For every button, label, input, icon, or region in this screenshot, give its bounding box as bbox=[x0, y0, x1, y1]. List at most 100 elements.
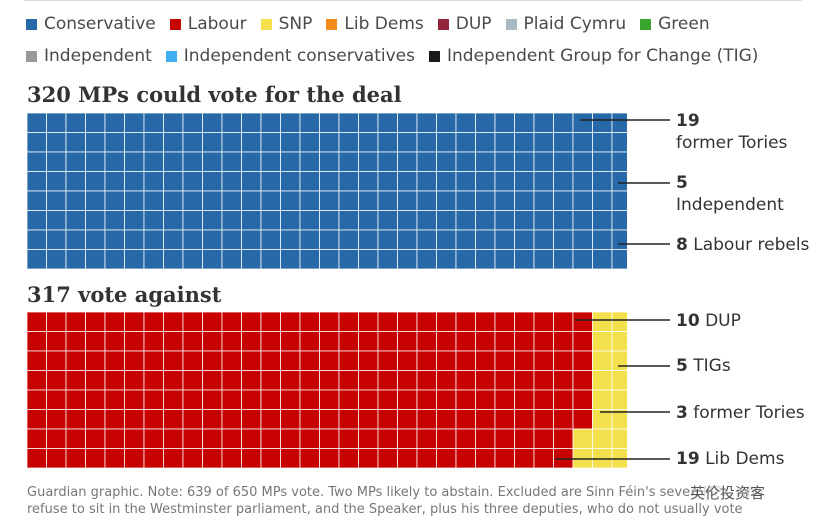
waffle-cell bbox=[241, 370, 262, 391]
waffle-cell bbox=[436, 370, 457, 391]
waffle-cell bbox=[299, 190, 320, 211]
waffle-cell bbox=[377, 331, 398, 352]
waffle-cell bbox=[572, 171, 593, 192]
waffle-cell bbox=[358, 249, 379, 269]
waffle-cell bbox=[397, 229, 418, 250]
waffle-cell bbox=[202, 132, 223, 153]
legend: Conservative Labour SNP Lib Dems DUP Pla… bbox=[26, 8, 806, 72]
waffle-cell bbox=[280, 389, 301, 410]
waffle-cell bbox=[338, 389, 359, 410]
waffle-cell bbox=[319, 331, 340, 352]
waffle-cell bbox=[592, 249, 613, 269]
waffle-cell bbox=[592, 448, 613, 468]
waffle-cell bbox=[377, 350, 398, 371]
waffle-cell bbox=[553, 113, 574, 133]
waffle-cell bbox=[455, 113, 476, 133]
waffle-cell bbox=[397, 409, 418, 430]
waffle-cell bbox=[319, 229, 340, 250]
waffle-cell bbox=[241, 448, 262, 468]
waffle-cell bbox=[27, 132, 47, 153]
waffle-cell bbox=[163, 331, 184, 352]
waffle-cell bbox=[436, 428, 457, 449]
waffle-cell bbox=[65, 331, 86, 352]
waffle-cell bbox=[475, 229, 496, 250]
waffle-cell bbox=[260, 448, 281, 468]
waffle-cell bbox=[397, 350, 418, 371]
waffle-cell bbox=[299, 389, 320, 410]
waffle-cell bbox=[202, 249, 223, 269]
waffle-cell bbox=[494, 249, 515, 269]
waffle-cell bbox=[104, 331, 125, 352]
waffle-cell bbox=[124, 249, 145, 269]
waffle-cell bbox=[260, 428, 281, 449]
waffle-cell bbox=[182, 409, 203, 430]
waffle-cell bbox=[85, 210, 106, 231]
waffle-cell bbox=[202, 428, 223, 449]
waffle-cell bbox=[319, 249, 340, 269]
legend-item-snp: SNP bbox=[260, 14, 312, 34]
waffle-cell bbox=[397, 132, 418, 153]
waffle-cell bbox=[182, 350, 203, 371]
waffle-cell bbox=[514, 249, 535, 269]
waffle-cell bbox=[611, 428, 627, 449]
legend-item-libdem: Lib Dems bbox=[326, 14, 424, 34]
annotation-against-tigs: 5 TIGs bbox=[676, 355, 731, 377]
waffle-cell bbox=[260, 370, 281, 391]
waffle-cell bbox=[202, 350, 223, 371]
waffle-cell bbox=[104, 190, 125, 211]
waffle-cell bbox=[494, 113, 515, 133]
waffle-cell bbox=[65, 171, 86, 192]
waffle-cell bbox=[553, 312, 574, 332]
waffle-cell bbox=[475, 448, 496, 468]
waffle-cell bbox=[592, 190, 613, 211]
waffle-cell bbox=[533, 350, 554, 371]
waffle-cell bbox=[416, 331, 437, 352]
waffle-cell bbox=[27, 190, 47, 211]
waffle-cell bbox=[260, 151, 281, 172]
waffle-cell bbox=[533, 389, 554, 410]
waffle-cell bbox=[163, 249, 184, 269]
waffle-cell bbox=[533, 370, 554, 391]
waffle-cell bbox=[416, 113, 437, 133]
waffle-cell bbox=[221, 448, 242, 468]
waffle-cell bbox=[377, 448, 398, 468]
waffle-cell bbox=[260, 190, 281, 211]
waffle-cell bbox=[494, 190, 515, 211]
waffle-cell bbox=[65, 448, 86, 468]
legend-label: Lib Dems bbox=[344, 14, 424, 34]
waffle-cell bbox=[27, 249, 47, 269]
waffle-cell bbox=[319, 350, 340, 371]
waffle-cell bbox=[241, 350, 262, 371]
annotation-number: 5 bbox=[676, 173, 688, 193]
waffle-cell bbox=[299, 370, 320, 391]
waffle-cell bbox=[358, 113, 379, 133]
legend-item-independent: Independent bbox=[26, 46, 152, 66]
waffle-cell bbox=[377, 132, 398, 153]
waffle-cell bbox=[572, 151, 593, 172]
waffle-cell bbox=[572, 389, 593, 410]
waffle-cell bbox=[85, 171, 106, 192]
waffle-cell bbox=[182, 171, 203, 192]
waffle-cell bbox=[358, 132, 379, 153]
waffle-cell bbox=[611, 249, 627, 269]
waffle-cell bbox=[475, 151, 496, 172]
waffle-cell bbox=[241, 113, 262, 133]
waffle-cell bbox=[85, 350, 106, 371]
waffle-cell bbox=[611, 350, 627, 371]
waffle-cell bbox=[416, 370, 437, 391]
waffle-cell bbox=[436, 132, 457, 153]
waffle-cell bbox=[553, 151, 574, 172]
waffle-cell bbox=[514, 331, 535, 352]
waffle-cell bbox=[455, 312, 476, 332]
waffle-cell bbox=[221, 249, 242, 269]
waffle-cell bbox=[319, 409, 340, 430]
waffle-cell bbox=[85, 389, 106, 410]
waffle-cell bbox=[377, 428, 398, 449]
waffle-cell bbox=[319, 210, 340, 231]
waffle-cell bbox=[397, 370, 418, 391]
waffle-cell bbox=[416, 210, 437, 231]
waffle-cell bbox=[358, 229, 379, 250]
waffle-cell bbox=[241, 389, 262, 410]
waffle-cell bbox=[553, 370, 574, 391]
waffle-cell bbox=[572, 229, 593, 250]
